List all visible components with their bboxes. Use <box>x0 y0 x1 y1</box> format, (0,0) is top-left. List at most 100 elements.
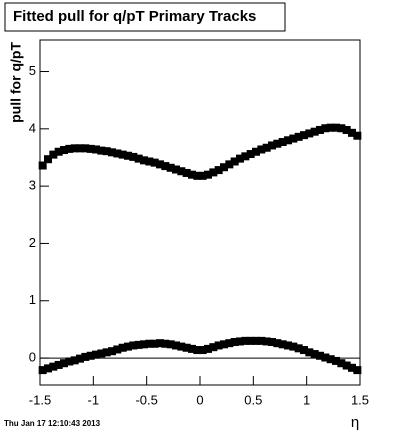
marker <box>273 339 282 348</box>
marker <box>182 168 191 177</box>
marker <box>198 171 207 180</box>
marker <box>326 123 335 132</box>
marker <box>214 341 223 350</box>
marker <box>49 150 58 159</box>
marker <box>102 348 111 357</box>
marker <box>70 144 79 153</box>
title-box <box>4 2 286 32</box>
marker <box>129 152 138 161</box>
x-tick-label: 0.5 <box>244 392 262 407</box>
marker <box>161 339 170 348</box>
marker <box>86 144 95 153</box>
marker <box>241 336 250 345</box>
marker <box>92 145 100 154</box>
marker <box>204 170 212 179</box>
marker <box>209 343 218 352</box>
marker <box>70 356 79 365</box>
marker <box>332 356 340 365</box>
marker <box>97 349 106 358</box>
marker <box>294 344 303 353</box>
x-tick-label: 1 <box>303 392 310 407</box>
marker <box>204 344 212 353</box>
marker <box>76 144 84 153</box>
marker <box>310 127 319 136</box>
marker <box>342 125 351 134</box>
marker <box>220 340 228 349</box>
marker <box>268 338 276 347</box>
marker <box>145 339 154 348</box>
marker <box>342 361 351 370</box>
marker <box>81 352 90 361</box>
marker <box>353 131 362 140</box>
marker <box>252 336 260 345</box>
marker <box>166 163 175 172</box>
marker <box>92 350 100 359</box>
marker <box>284 341 292 350</box>
marker <box>278 138 287 147</box>
chart-title: Fitted pull for q/pT Primary Tracks <box>13 8 256 25</box>
marker <box>262 143 271 152</box>
marker <box>278 340 287 349</box>
x-axis-label: η <box>351 414 359 431</box>
marker <box>268 141 276 150</box>
marker <box>49 362 58 371</box>
marker <box>65 357 74 366</box>
marker <box>289 342 298 351</box>
marker <box>38 161 47 170</box>
marker <box>316 351 324 360</box>
marker <box>86 351 95 360</box>
marker <box>113 345 122 354</box>
x-tick-label: -0.5 <box>135 392 157 407</box>
marker <box>124 151 132 160</box>
marker <box>60 359 68 368</box>
marker <box>172 165 180 174</box>
marker <box>156 160 164 169</box>
marker <box>198 346 207 355</box>
marker <box>118 150 127 159</box>
marker <box>273 139 282 148</box>
marker <box>284 136 292 145</box>
marker <box>38 366 47 375</box>
marker <box>44 364 52 373</box>
marker <box>348 128 356 137</box>
marker <box>310 350 319 359</box>
marker <box>332 123 340 132</box>
marker <box>54 360 63 369</box>
marker <box>305 129 314 138</box>
marker <box>81 144 90 153</box>
marker <box>108 347 116 356</box>
marker <box>289 134 298 143</box>
x-tick-label: -1 <box>88 392 100 407</box>
marker <box>321 353 330 362</box>
marker <box>182 343 191 352</box>
marker <box>246 150 255 159</box>
y-tick-label: 4 <box>29 120 36 135</box>
marker <box>150 158 159 167</box>
marker <box>257 145 266 154</box>
marker <box>193 171 202 180</box>
timestamp: Thu Jan 17 12:10:43 2013 <box>4 419 101 428</box>
marker <box>134 340 143 349</box>
y-tick-label: 2 <box>29 235 36 250</box>
x-tick-label: 1.5 <box>351 392 369 407</box>
marker <box>108 148 116 157</box>
marker <box>188 344 196 353</box>
marker <box>177 167 186 176</box>
marker <box>321 124 330 133</box>
x-tick-label: 0 <box>196 392 203 407</box>
marker <box>225 339 234 348</box>
marker <box>230 338 239 347</box>
marker <box>156 339 164 348</box>
marker <box>257 336 266 345</box>
y-tick-label: 3 <box>29 178 36 193</box>
y-tick-label: 0 <box>29 350 36 365</box>
marker <box>102 147 111 156</box>
marker <box>193 346 202 355</box>
marker <box>188 170 196 179</box>
marker <box>225 160 234 169</box>
marker <box>177 342 186 351</box>
marker <box>44 155 52 164</box>
marker <box>129 341 138 350</box>
marker <box>145 157 154 166</box>
